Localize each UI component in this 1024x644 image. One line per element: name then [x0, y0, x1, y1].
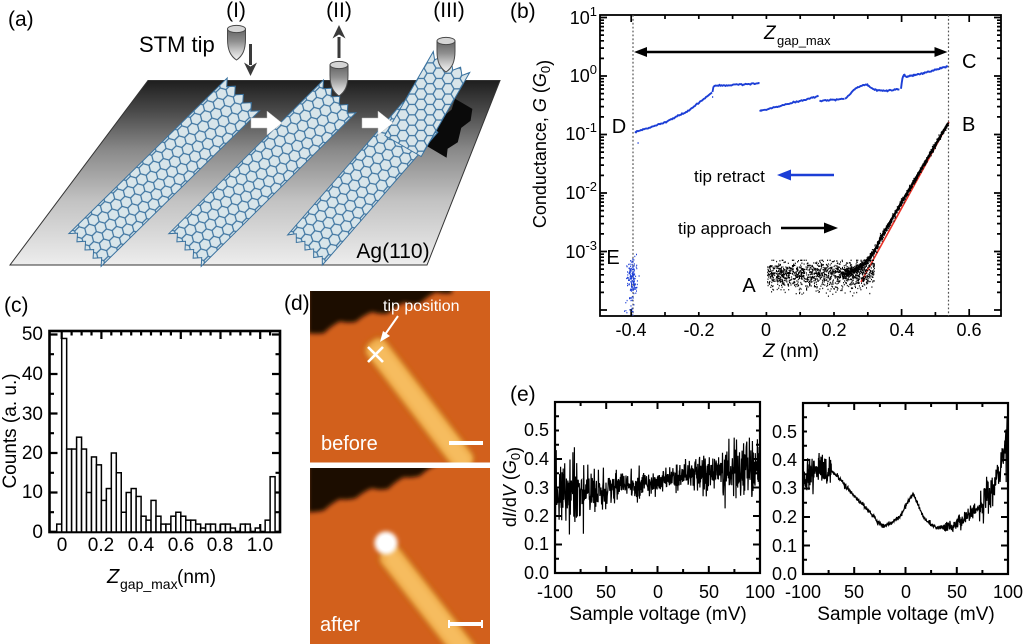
svg-text:0.2: 0.2 [821, 320, 846, 340]
svg-text:0.2: 0.2 [772, 507, 797, 527]
svg-text:0.1: 0.1 [772, 536, 797, 556]
svg-text:100: 100 [993, 582, 1023, 602]
svg-text:101: 101 [570, 4, 597, 28]
svg-text:(e): (e) [510, 383, 536, 406]
svg-text:after: after [320, 614, 360, 636]
svg-text:tip retract: tip retract [694, 167, 765, 186]
svg-text:0.0: 0.0 [772, 564, 797, 584]
svg-text:0.6: 0.6 [956, 320, 981, 340]
svg-text:(III): (III) [433, 0, 465, 22]
svg-text:Counts (a. u.): Counts (a. u.) [0, 373, 21, 488]
svg-text:0.2: 0.2 [88, 535, 114, 556]
svg-text:0.2: 0.2 [524, 506, 549, 526]
svg-text:Conductance, G (G0): Conductance, G (G0) [530, 60, 554, 228]
svg-text:Z: Z [763, 23, 777, 44]
svg-text:tip position: tip position [383, 298, 460, 315]
svg-text:Z: Z [106, 566, 120, 588]
svg-text:(II): (II) [326, 0, 352, 22]
svg-text:0.3: 0.3 [524, 478, 549, 498]
svg-text:50: 50 [22, 324, 43, 345]
svg-text:Ag(110): Ag(110) [356, 240, 429, 263]
svg-text:E: E [606, 247, 619, 269]
svg-text:1.0: 1.0 [247, 535, 273, 556]
svg-text:A: A [742, 275, 756, 297]
svg-text:0.5: 0.5 [772, 422, 797, 442]
svg-text:10: 10 [22, 482, 43, 503]
svg-text:10-2: 10-2 [565, 179, 597, 203]
svg-text:10-1: 10-1 [565, 120, 597, 144]
svg-text:0: 0 [57, 535, 68, 556]
svg-text:0.4: 0.4 [772, 450, 797, 470]
svg-text:(I): (I) [226, 0, 246, 22]
svg-text:tip approach: tip approach [678, 219, 772, 238]
svg-text:0.3: 0.3 [772, 478, 797, 498]
svg-text:D: D [612, 116, 626, 138]
svg-text:-100: -100 [785, 582, 821, 602]
svg-text:0: 0 [901, 582, 911, 602]
svg-text:-100: -100 [537, 582, 573, 602]
svg-text:50: 50 [947, 582, 967, 602]
svg-text:100: 100 [570, 62, 597, 86]
svg-text:50: 50 [844, 582, 864, 602]
svg-text:30: 30 [22, 404, 43, 425]
svg-text:before: before [321, 433, 378, 455]
svg-text:50: 50 [596, 582, 616, 602]
svg-text:(d): (d) [284, 292, 310, 315]
svg-text:0.4: 0.4 [524, 449, 549, 469]
svg-text:0.4: 0.4 [889, 320, 914, 340]
svg-text:0.8: 0.8 [207, 535, 233, 556]
svg-text:(c): (c) [4, 294, 29, 317]
svg-text:Z (nm): Z (nm) [762, 341, 819, 362]
svg-text:-0.2: -0.2 [683, 320, 714, 340]
svg-text:C: C [962, 51, 976, 73]
svg-text:(a): (a) [8, 8, 34, 31]
svg-text:0: 0 [32, 522, 43, 543]
svg-text:0.1: 0.1 [524, 534, 549, 554]
svg-text:10-3: 10-3 [565, 238, 597, 262]
svg-text:0.6: 0.6 [168, 535, 194, 556]
svg-text:0: 0 [653, 582, 663, 602]
svg-text:-0.4: -0.4 [615, 320, 646, 340]
svg-text:0.4: 0.4 [128, 535, 155, 556]
svg-text:gap_max: gap_max [777, 33, 831, 48]
svg-text:STM tip: STM tip [139, 32, 215, 57]
svg-text:gap_max: gap_max [120, 576, 178, 592]
svg-text:dI/dV (G0): dI/dV (G0) [500, 447, 524, 527]
svg-text:(nm): (nm) [177, 567, 216, 588]
svg-text:40: 40 [22, 364, 43, 385]
svg-text:50: 50 [699, 582, 719, 602]
svg-text:Sample voltage (mV): Sample voltage (mV) [817, 604, 994, 625]
svg-text:Sample voltage (mV): Sample voltage (mV) [569, 604, 746, 625]
svg-text:(b): (b) [510, 0, 536, 23]
svg-text:0.0: 0.0 [524, 563, 549, 583]
svg-text:B: B [962, 114, 975, 136]
svg-text:100: 100 [745, 582, 775, 602]
svg-text:0.5: 0.5 [524, 420, 549, 440]
svg-text:20: 20 [22, 443, 43, 464]
svg-text:0: 0 [761, 320, 771, 340]
